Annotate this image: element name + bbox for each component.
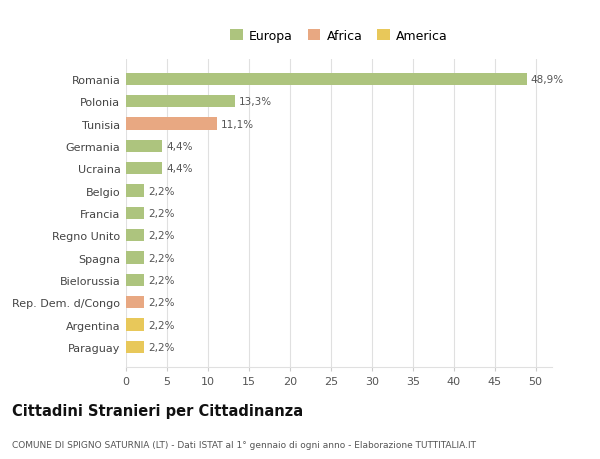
Text: 2,2%: 2,2%: [148, 297, 175, 308]
Text: COMUNE DI SPIGNO SATURNIA (LT) - Dati ISTAT al 1° gennaio di ogni anno - Elabora: COMUNE DI SPIGNO SATURNIA (LT) - Dati IS…: [12, 441, 476, 449]
Bar: [126, 185, 144, 197]
Bar: [126, 341, 144, 353]
Text: 2,2%: 2,2%: [148, 208, 175, 218]
Text: 11,1%: 11,1%: [221, 119, 254, 129]
Bar: [126, 163, 162, 175]
Bar: [126, 319, 144, 331]
Text: 13,3%: 13,3%: [239, 97, 272, 107]
Bar: [126, 252, 144, 264]
Text: 2,2%: 2,2%: [148, 231, 175, 241]
Text: 4,4%: 4,4%: [166, 164, 193, 174]
Text: 2,2%: 2,2%: [148, 342, 175, 352]
Bar: [126, 140, 162, 153]
Legend: Europa, Africa, America: Europa, Africa, America: [226, 26, 452, 46]
Text: Cittadini Stranieri per Cittadinanza: Cittadini Stranieri per Cittadinanza: [12, 403, 303, 419]
Text: 4,4%: 4,4%: [166, 142, 193, 151]
Text: 48,9%: 48,9%: [531, 75, 564, 85]
Text: 2,2%: 2,2%: [148, 253, 175, 263]
Text: 2,2%: 2,2%: [148, 275, 175, 285]
Bar: [126, 230, 144, 242]
Bar: [126, 96, 235, 108]
Bar: [126, 297, 144, 308]
Bar: [126, 73, 527, 86]
Text: 2,2%: 2,2%: [148, 320, 175, 330]
Text: 2,2%: 2,2%: [148, 186, 175, 196]
Bar: [126, 207, 144, 219]
Bar: [126, 118, 217, 130]
Bar: [126, 274, 144, 286]
